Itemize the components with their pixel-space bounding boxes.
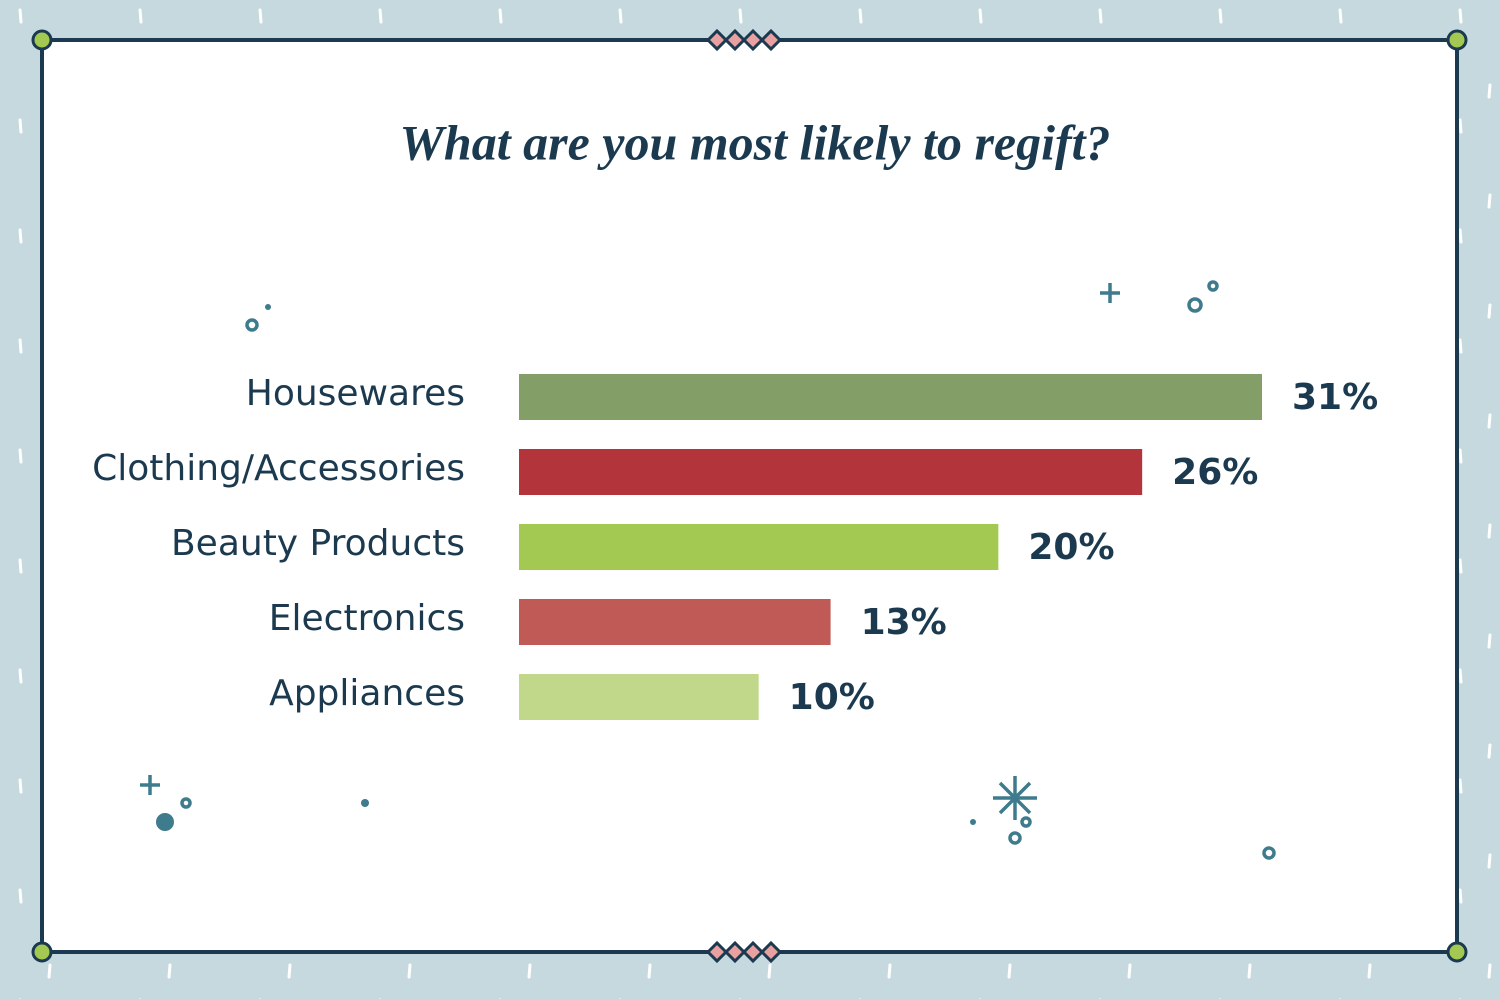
bar	[519, 599, 831, 645]
category-label: Clothing/Accessories	[92, 448, 465, 489]
value-label: 13%	[861, 602, 947, 643]
panel	[40, 38, 1459, 954]
bar	[519, 674, 759, 720]
corner-dots	[31, 29, 1468, 963]
category-label: Beauty Products	[171, 523, 465, 564]
category-label: Electronics	[269, 598, 465, 639]
bar	[519, 449, 1143, 495]
bar	[519, 524, 999, 570]
bar	[519, 374, 1262, 420]
diamond-ornaments	[705, 28, 783, 964]
value-label: 31%	[1292, 377, 1378, 418]
category-label: Housewares	[246, 373, 465, 414]
value-label: 10%	[789, 677, 875, 718]
sparkle-decorations	[140, 280, 1276, 860]
chart-title: What are you most likely to regift?	[399, 114, 1110, 170]
dots	[156, 304, 976, 831]
value-label: 20%	[1028, 527, 1114, 568]
value-label: 26%	[1172, 452, 1258, 493]
category-label: Appliances	[269, 673, 465, 714]
